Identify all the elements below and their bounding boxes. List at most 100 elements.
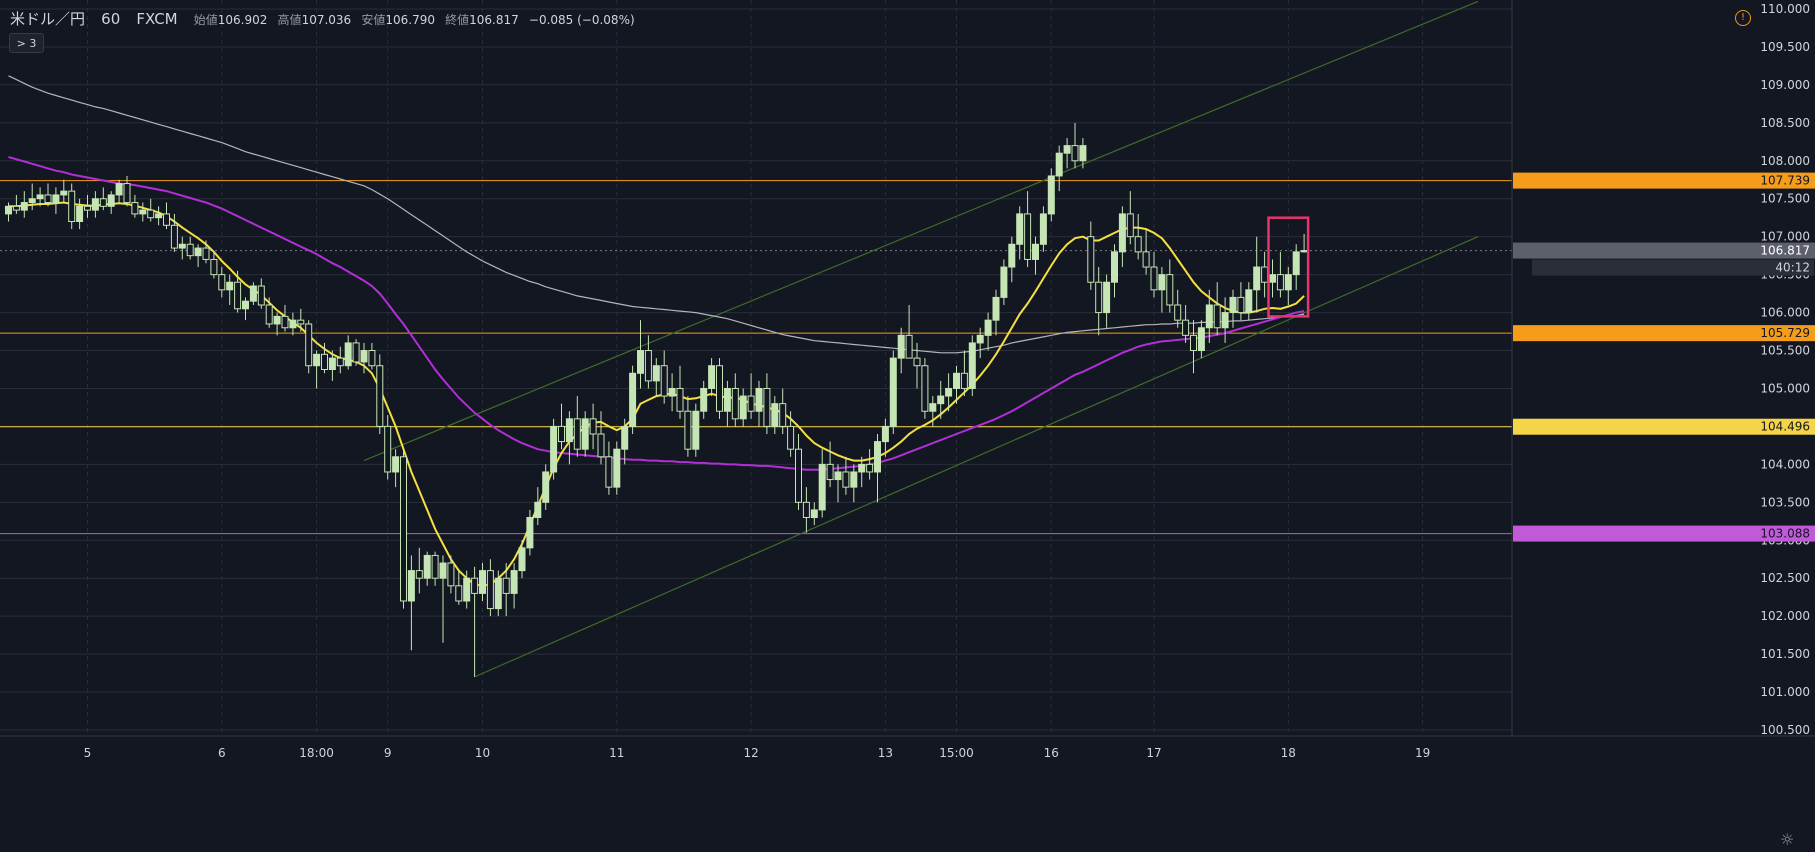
candle-body [605,456,613,488]
candle-body [731,387,739,420]
candle-body [1276,274,1284,291]
candle-body [558,425,565,443]
candle-body [826,463,834,481]
candle-body [637,350,644,374]
x-tick-label: 12 [743,746,758,760]
x-tick-label: 9 [384,746,392,760]
candle-body [313,353,321,367]
candle-body [202,247,210,260]
candle-body [392,456,400,473]
gear-icon[interactable]: ☼ [1780,830,1795,849]
y-tick-label: 105.500 [1760,344,1810,358]
candle-body [953,372,960,389]
candle-body [36,194,44,200]
y-tick-label: 109.000 [1760,78,1810,92]
candle-body [550,425,558,473]
y-tick-label: 110.000 [1760,2,1810,16]
candle-body [644,350,652,382]
candle-body [1182,319,1190,336]
y-tick-label: 105.000 [1760,381,1810,395]
candle-body [170,224,178,249]
x-tick-label: 6 [218,746,226,760]
close-label: 終値 [445,13,470,27]
candle-body [913,357,921,367]
candle-body [297,319,305,325]
ma-mid-line [8,156,1305,471]
candle-body [155,213,163,219]
candle-body [1197,327,1205,352]
candle-body [1150,266,1158,291]
candle-body [139,209,147,215]
candle-body [344,342,352,367]
candle-body [534,501,542,518]
candle-body [242,300,249,310]
y-tick-label: 102.000 [1760,609,1810,623]
candle-body [629,372,637,427]
candle-body [897,334,905,359]
y-tick-label: 107.000 [1760,230,1810,244]
candle-body [1213,304,1221,329]
candle-body [249,285,257,302]
candle-body [905,334,913,359]
candle-body [107,194,115,207]
candle-body [881,425,889,443]
price-level-tag [1513,325,1815,342]
countdown-tag [1532,259,1814,276]
candle-body [1087,236,1095,283]
candle-body [234,281,242,310]
x-tick-label: 13 [878,746,893,760]
candle-body [992,296,1000,321]
x-tick-label: 18 [1281,746,1296,760]
warning-icon[interactable]: ! [1735,10,1751,26]
candle-body [1063,145,1071,154]
candle-body [455,585,463,602]
candle-body [123,183,131,204]
candle-body [581,418,589,450]
candle-body [937,395,945,405]
candle-body [787,425,795,450]
candle-body [431,554,439,579]
candle-body [60,190,68,196]
candle-body [818,463,826,511]
candle-body [486,570,494,610]
open-value: 106.902 [217,13,268,27]
candle-body [771,403,779,427]
candle-body [834,471,842,481]
symbol-name[interactable]: 米ドル／円 [10,10,86,28]
x-tick-label: 18:00 [299,746,334,760]
candle-body [842,471,850,488]
price-level-tag [1513,418,1815,435]
y-tick-label: 109.500 [1760,40,1810,54]
high-value: 107.036 [301,13,352,27]
candle-body [589,418,597,435]
ma-long-line [8,75,1305,354]
exchange: FXCM [136,10,178,28]
price-level-tag [1513,525,1815,542]
candle-body [1166,274,1174,306]
candle-body [858,463,866,473]
candle-body [1174,304,1182,321]
candle-body [178,243,186,249]
candle-body [218,274,226,291]
candle-body [28,198,36,204]
candle-body [1008,243,1016,268]
candle-body [281,315,289,329]
candle-body [147,209,155,219]
x-tick-label: 17 [1146,746,1161,760]
indicators-toggle-button[interactable]: > 3 [9,33,44,53]
candle-body [1245,289,1253,314]
x-tick-label: 11 [609,746,624,760]
candle-body [984,319,992,336]
symbol-legend: 米ドル／円 60 FXCM 始値106.902 高値107.036 安値106.… [10,8,635,29]
channel-line [474,236,1479,678]
horizontal-levels [0,180,1512,535]
x-tick-label: 10 [475,746,490,760]
interval[interactable]: 60 [101,10,121,28]
candle-body [407,570,415,602]
candle-body [510,570,518,594]
candle-body [1024,213,1032,260]
candle-body [84,205,91,211]
candle-body [99,198,107,207]
candle-body [20,202,28,211]
